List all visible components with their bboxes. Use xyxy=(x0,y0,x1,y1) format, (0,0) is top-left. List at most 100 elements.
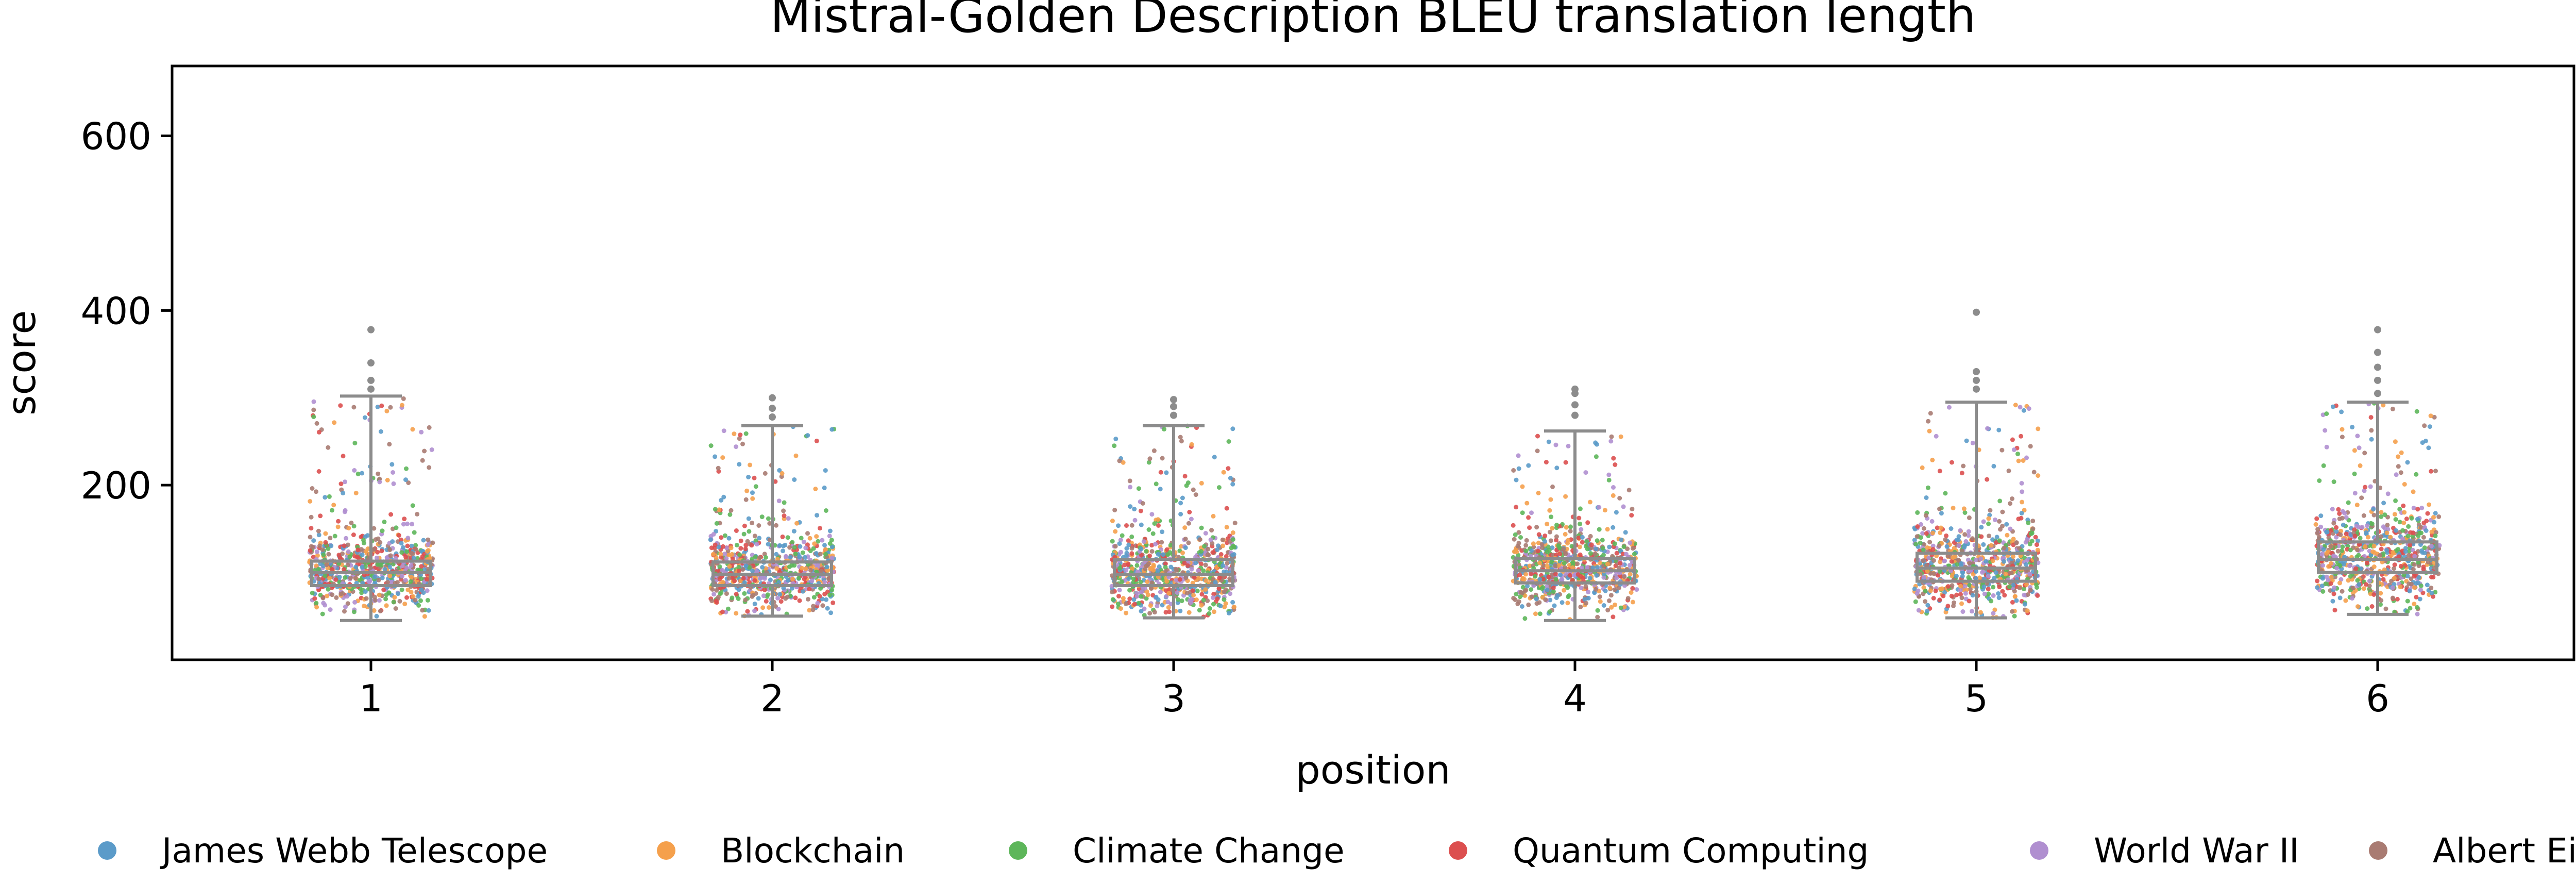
strip-point xyxy=(372,574,377,579)
strip-point xyxy=(2425,582,2430,588)
strip-point xyxy=(1935,525,1940,530)
strip-point xyxy=(2383,606,2388,611)
strip-point xyxy=(2030,526,2036,531)
strip-point xyxy=(1925,603,1930,608)
strip-point xyxy=(1937,506,1942,511)
strip-point xyxy=(823,468,828,473)
strip-point xyxy=(1156,523,1161,528)
y-tick-label: 400 xyxy=(81,289,151,332)
strip-point xyxy=(1978,556,1984,561)
strip-point xyxy=(1586,595,1591,601)
strip-point xyxy=(2331,479,2336,485)
strip-point xyxy=(762,576,767,581)
strip-point xyxy=(1197,608,1202,613)
strip-point xyxy=(399,403,404,408)
strip-point xyxy=(742,591,747,596)
strip-point xyxy=(1221,563,1226,568)
strip-point xyxy=(1553,563,1558,568)
strip-point xyxy=(2427,424,2432,429)
strip-point xyxy=(766,516,771,521)
strip-point xyxy=(2419,530,2424,536)
outlier-point xyxy=(1973,308,1980,316)
strip-point xyxy=(829,588,835,592)
strip-point xyxy=(2419,548,2425,553)
legend-label: Climate Change xyxy=(1073,830,1345,871)
strip-point xyxy=(1193,560,1198,565)
strip-point xyxy=(1608,439,1614,444)
strip-point xyxy=(2416,563,2421,569)
strip-point xyxy=(779,471,785,476)
outlier-point xyxy=(2374,348,2381,356)
strip-point xyxy=(1128,504,1133,509)
strip-point xyxy=(1607,598,1612,603)
strip-point xyxy=(1112,508,1117,512)
strip-point xyxy=(1547,508,1552,513)
strip-point xyxy=(2379,510,2384,515)
strip-point xyxy=(1228,591,1233,596)
strip-point xyxy=(2323,428,2328,433)
strip-point xyxy=(2326,577,2331,582)
strip-point xyxy=(1139,594,1144,599)
strip-point xyxy=(1611,485,1616,490)
strip-point xyxy=(1618,561,1623,566)
strip-point xyxy=(1938,530,1943,535)
strip-point xyxy=(314,421,319,426)
strip-point xyxy=(1597,505,1602,510)
strip-point xyxy=(1211,592,1216,597)
legend-label: Quantum Computing xyxy=(1513,830,1869,871)
strip-point xyxy=(801,539,806,544)
strip-point xyxy=(335,524,341,529)
outlier-point xyxy=(367,385,375,393)
strip-point xyxy=(321,552,326,557)
strip-point xyxy=(727,564,732,569)
strip-point xyxy=(800,550,805,555)
strip-point xyxy=(2013,403,2018,408)
strip-point xyxy=(1588,551,1593,556)
strip-point xyxy=(2381,403,2386,408)
strip-point xyxy=(2033,535,2038,540)
strip-point xyxy=(1520,590,1525,595)
strip-point xyxy=(1226,466,1231,471)
strip-point xyxy=(811,546,816,551)
strip-point xyxy=(2340,435,2345,440)
strip-point xyxy=(815,563,820,569)
strip-point xyxy=(1928,588,1933,593)
strip-point xyxy=(2360,525,2365,530)
strip-point xyxy=(1550,526,1555,531)
strip-point xyxy=(1966,533,1971,538)
strip-point xyxy=(1149,586,1154,591)
strip-point xyxy=(334,595,339,600)
strip-point xyxy=(785,535,790,540)
strip-point xyxy=(827,528,833,534)
strip-point xyxy=(1518,535,1523,540)
strip-point xyxy=(1224,565,1229,570)
strip-point xyxy=(2330,507,2335,512)
strip-point xyxy=(1191,487,1196,492)
strip-point xyxy=(2402,482,2407,487)
strip-point xyxy=(1606,477,1612,482)
strip-point xyxy=(1189,442,1194,447)
strip-point xyxy=(380,575,385,580)
strip-point xyxy=(1607,586,1613,591)
strip-point xyxy=(2377,553,2382,558)
strip-point xyxy=(1967,582,1972,588)
strip-point xyxy=(316,532,321,538)
strip-point xyxy=(1224,506,1229,511)
strip-point xyxy=(397,598,402,604)
strip-point xyxy=(399,587,404,592)
strip-point xyxy=(1166,591,1172,596)
strip-point xyxy=(1960,609,1965,614)
strip-point xyxy=(1548,529,1552,535)
strip-point xyxy=(347,554,352,559)
strip-point xyxy=(375,549,380,555)
strip-point xyxy=(720,579,725,585)
strip-point xyxy=(1150,531,1156,536)
strip-point xyxy=(1157,564,1162,569)
strip-point xyxy=(346,526,351,530)
strip-point xyxy=(1110,604,1115,609)
strip-point xyxy=(2354,503,2360,508)
strip-point xyxy=(1986,587,1991,592)
strip-point xyxy=(1176,597,1181,602)
outlier-point xyxy=(1170,396,1177,404)
strip-point xyxy=(1583,470,1588,475)
